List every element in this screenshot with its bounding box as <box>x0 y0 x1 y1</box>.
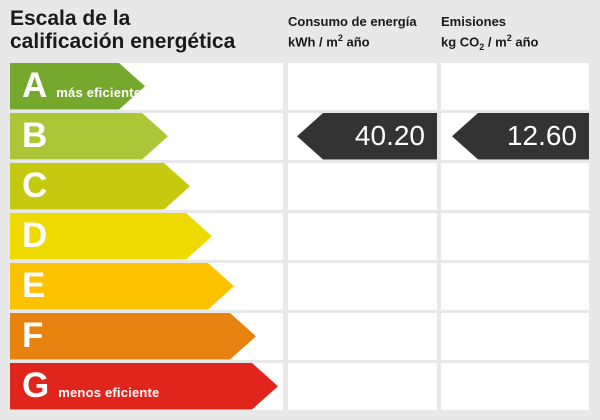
rating-row-d: D <box>0 213 600 260</box>
rating-letter: A <box>22 66 48 105</box>
rating-letter: F <box>22 316 44 355</box>
rating-bar-f: F <box>10 313 256 360</box>
consumo-column-header: Consumo de energía kWh / m2 año <box>288 13 417 50</box>
consumo-cell <box>288 213 437 260</box>
consumo-cell <box>288 63 437 110</box>
emisiones-cell <box>441 263 589 310</box>
rating-bar-g: G menos eficiente <box>10 363 278 410</box>
rating-letter: D <box>22 216 48 255</box>
emisiones-cell <box>441 163 589 210</box>
emisiones-cell <box>441 363 589 410</box>
rating-bar-a: A más eficiente <box>10 63 145 110</box>
emisiones-column-header: Emisiones kg CO2 / m2 año <box>441 13 538 56</box>
consumo-value: 40.20 <box>354 120 425 152</box>
rating-bar-c: C <box>10 163 190 210</box>
rating-bar-e: E <box>10 263 234 310</box>
rating-letter: G <box>22 366 50 405</box>
emisiones-column-label: Emisiones <box>441 14 507 29</box>
consumo-value-arrow: 40.20 <box>297 113 437 160</box>
rating-row-f: F <box>0 313 600 360</box>
rating-scale: A más eficiente B 40.20 12.60 <box>0 63 600 413</box>
rating-letter: B <box>22 116 48 155</box>
rating-bar-d: D <box>10 213 212 260</box>
emisiones-column-unit: kg CO2 / m2 año <box>441 33 539 52</box>
rating-row-b: B 40.20 12.60 <box>0 113 600 160</box>
rating-row-a: A más eficiente <box>0 63 600 110</box>
emisiones-value-arrow: 12.60 <box>452 113 589 160</box>
efficiency-note: más eficiente <box>56 85 142 100</box>
emisiones-cell <box>441 213 589 260</box>
rating-row-g: G menos eficiente <box>0 363 600 410</box>
emisiones-cell <box>441 313 589 360</box>
consumo-cell <box>288 363 437 410</box>
consumo-column-unit: kWh / m2 año <box>288 33 370 50</box>
consumo-cell <box>288 263 437 310</box>
page-title-line1: Escala de la <box>10 7 131 30</box>
emisiones-cell: 12.60 <box>441 113 589 160</box>
page-title: Escala de la calificación energética <box>10 7 235 53</box>
rating-row-c: C <box>0 163 600 210</box>
consumo-column-label: Consumo de energía <box>288 14 417 29</box>
rating-letter: E <box>22 266 46 305</box>
page-title-line2: calificación energética <box>10 30 236 53</box>
rating-bar-b: B <box>10 113 168 160</box>
consumo-cell <box>288 163 437 210</box>
consumo-cell: 40.20 <box>288 113 437 160</box>
emisiones-cell <box>441 63 589 110</box>
efficiency-note: menos eficiente <box>58 385 160 400</box>
emisiones-value: 12.60 <box>506 120 577 152</box>
consumo-cell <box>288 313 437 360</box>
rating-row-e: E <box>0 263 600 310</box>
rating-letter: C <box>22 166 48 205</box>
